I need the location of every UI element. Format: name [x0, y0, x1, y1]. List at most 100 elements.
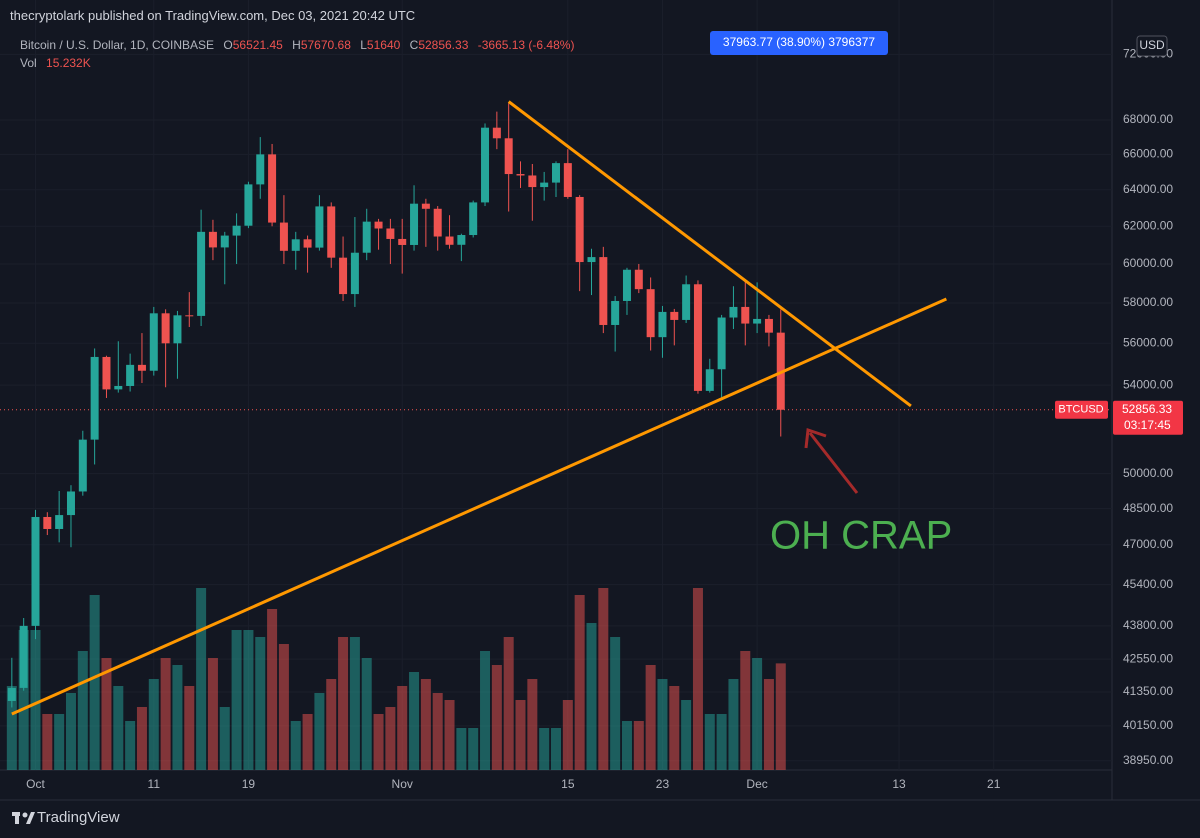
- candle-body: [43, 516, 52, 529]
- volume-bar: [326, 679, 337, 770]
- candle-body: [185, 315, 194, 317]
- candle-body: [646, 289, 655, 338]
- trendline: [507, 100, 912, 408]
- candle-body: [31, 516, 40, 626]
- ohlc-value: 52856.33: [418, 38, 469, 52]
- y-tick-label: 41350.00: [1123, 684, 1173, 698]
- volume-bar: [574, 595, 585, 770]
- candle-body: [764, 318, 773, 333]
- annotation-arrowhead: [804, 427, 827, 449]
- candle-body: [693, 284, 702, 391]
- x-tick-label: 21: [987, 777, 1001, 791]
- candle-body: [350, 252, 359, 295]
- candle-body: [386, 228, 395, 239]
- volume-bar: [338, 637, 349, 770]
- volume-bar: [278, 644, 289, 770]
- volume-bar: [491, 665, 502, 770]
- ohlc-open: O56521.45: [223, 38, 282, 52]
- candle-body: [634, 269, 643, 290]
- volume-bar: [18, 630, 29, 770]
- legend-row: Bitcoin / U.S. Dollar, 1D, COINBASE O565…: [20, 38, 580, 52]
- volume-last: 15.232K: [46, 56, 91, 70]
- y-tick-label: 60000.00: [1123, 256, 1173, 270]
- x-tick-label: 15: [561, 777, 575, 791]
- candle-body: [161, 313, 170, 344]
- candle-body: [575, 196, 584, 263]
- volume-bar: [397, 686, 408, 770]
- x-tick-label: 13: [892, 777, 906, 791]
- ohlc-close: C52856.33: [410, 38, 469, 52]
- candle-body: [552, 163, 560, 183]
- candle-body: [339, 257, 348, 295]
- volume-bar: [184, 686, 195, 770]
- candle-body: [457, 235, 466, 245]
- brand: TradingView: [37, 809, 120, 826]
- candle-body: [717, 317, 726, 370]
- x-tick-label: Oct: [26, 777, 45, 791]
- volume-bar: [267, 609, 278, 770]
- currency-box: [1136, 35, 1168, 57]
- candle-body: [469, 202, 478, 236]
- candle-body: [481, 127, 490, 203]
- volume-bar: [539, 728, 550, 770]
- candle-body: [374, 221, 383, 229]
- y-tick-label: 64000.00: [1123, 182, 1173, 196]
- candle-body: [398, 238, 407, 245]
- volume-bar: [113, 686, 124, 770]
- candle-body: [658, 311, 667, 338]
- candle-body: [78, 439, 87, 492]
- candle-body: [149, 313, 158, 371]
- volume-bar: [65, 693, 76, 770]
- volume-bar: [385, 707, 396, 770]
- volume-bar: [752, 658, 763, 770]
- volume-bar: [669, 686, 680, 770]
- candle-body: [504, 138, 513, 175]
- volume-bar: [125, 721, 136, 770]
- candle-body: [327, 206, 336, 258]
- last-price-tag: 52856.33: [1122, 402, 1172, 416]
- volume-bar: [420, 679, 431, 770]
- volume-bar: [728, 679, 739, 770]
- volume-bar: [432, 693, 443, 770]
- volume-bar: [681, 700, 692, 770]
- candle-body: [279, 222, 288, 251]
- volume-bar: [77, 651, 88, 770]
- y-tick-label: 50000.00: [1123, 466, 1173, 480]
- volume-bar: [148, 679, 159, 770]
- volume-bar: [645, 665, 656, 770]
- volume-bar: [6, 686, 17, 770]
- symbol: Bitcoin / U.S. Dollar, 1D, COINBASE: [20, 38, 215, 52]
- measure-box: [710, 31, 888, 55]
- volume-bar: [551, 728, 561, 770]
- candle-body: [611, 300, 620, 325]
- volume-bar: [101, 658, 112, 770]
- volume-bar: [243, 630, 254, 770]
- volume-bar: [740, 651, 751, 770]
- candle-body: [244, 184, 253, 226]
- ohlc-value: 56521.45: [232, 38, 283, 52]
- volume-bar: [444, 700, 455, 770]
- x-tick-label: Dec: [746, 777, 767, 791]
- candle-body: [445, 236, 454, 245]
- candle-body: [315, 206, 324, 248]
- volume-bar: [373, 714, 384, 770]
- volume-bar: [515, 700, 526, 770]
- volume-bar: [172, 665, 183, 770]
- candle-body: [256, 154, 265, 185]
- candle-body: [232, 225, 241, 236]
- candle-body: [55, 515, 64, 529]
- candle-body: [729, 306, 738, 318]
- volume-bar: [290, 721, 301, 770]
- volume-bar: [89, 595, 100, 770]
- candle-body: [599, 257, 608, 325]
- publisher: thecryptolark published on TradingView.c…: [10, 8, 416, 23]
- candle-body: [126, 364, 135, 386]
- candle-body: [303, 239, 312, 248]
- volume-bar: [586, 623, 597, 770]
- candle-body: [208, 231, 217, 248]
- candle-body: [540, 182, 549, 188]
- volume-bar: [160, 658, 171, 770]
- annotation-text: OH CRAP: [770, 514, 952, 558]
